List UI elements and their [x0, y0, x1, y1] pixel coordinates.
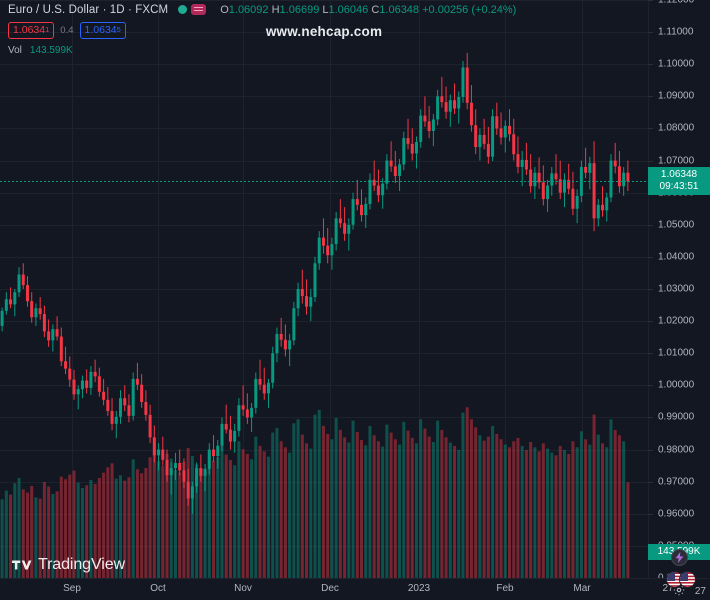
volume-value: 143.599K — [29, 44, 73, 56]
current-price-time: 09:43:51 — [659, 180, 699, 192]
price-axis-tick: 0.96000 — [658, 508, 695, 520]
volume-series — [0, 407, 630, 578]
chart-legend-header: Euro / U.S. Dollar · 1D · FXCM O1.06092 … — [8, 2, 516, 57]
price-axis-tick: 1.04000 — [658, 251, 695, 263]
price-axis-tickmark — [648, 257, 653, 258]
price-axis-tick: 1.02000 — [658, 315, 695, 327]
bid-value: 1.06341 — [13, 23, 50, 36]
price-axis-tick: 1.01000 — [658, 347, 695, 359]
price-axis-tick: 1.11000 — [658, 26, 694, 38]
price-axis-tickmark — [648, 417, 653, 418]
ask-badge[interactable]: 1.06345 — [79, 21, 126, 39]
us-flag-icon-base — [666, 571, 683, 588]
replay-badge-icon[interactable] — [191, 4, 207, 15]
time-axis-tick: Sep — [63, 583, 81, 594]
time-axis-tick: Dec — [321, 583, 339, 594]
price-axis-tickmark — [648, 225, 653, 226]
price-axis-tick: 1.12000 — [658, 0, 695, 6]
time-axis[interactable]: 27 Sep Oct Nov Dec 2023 Feb Mar 27 — [0, 578, 710, 600]
time-axis-corner-label: 27 — [694, 586, 706, 597]
price-axis-tickmark — [648, 321, 653, 322]
open-value: 1.06092 — [228, 3, 269, 16]
time-axis-tick: Feb — [496, 583, 514, 594]
chart-gridlines — [0, 0, 648, 578]
price-axis-tickmark — [648, 96, 653, 97]
spread-value: 0.4 — [60, 24, 74, 36]
price-axis-tickmark — [648, 32, 653, 33]
change-value: +0.00256 — [422, 3, 469, 16]
currency-flags[interactable] — [666, 571, 696, 588]
current-price-line — [0, 181, 648, 182]
price-axis-tick: 1.03000 — [658, 283, 695, 295]
low-label: L — [322, 3, 329, 16]
site-watermark: www.nehcap.com — [265, 24, 383, 39]
change-percent: (+0.24%) — [471, 3, 517, 16]
price-axis-tickmark — [648, 289, 653, 290]
current-price-badge: 1.06348 09:43:51 — [648, 167, 710, 196]
price-axis-tick: 1.05000 — [658, 219, 695, 231]
price-axis-tickmark — [648, 64, 653, 65]
volume-label: Vol — [8, 44, 22, 56]
price-axis-tick: 0.99000 — [658, 411, 695, 423]
lightning-bolt-glyph — [675, 552, 684, 563]
price-axis-tickmark — [648, 161, 653, 162]
tradingview-logo[interactable]: TradingView — [12, 556, 125, 574]
price-axis-tick: 1.08000 — [658, 122, 695, 134]
price-axis-tickmark — [648, 514, 653, 515]
price-axis[interactable]: 1.06348 09:43:51 143.599K 1.120001.11000… — [648, 0, 710, 584]
time-axis-tick: Mar — [573, 583, 591, 594]
time-axis-tick: Oct — [150, 583, 166, 594]
symbol-row: Euro / U.S. Dollar · 1D · FXCM O1.06092 … — [8, 2, 516, 17]
price-axis-tick: 1.09000 — [658, 90, 695, 102]
high-value: 1.06699 — [279, 3, 320, 16]
ohlc-values: O1.06092 H1.06699 L1.06046 C1.06348 +0.0… — [220, 4, 516, 16]
tradingview-mark-icon — [12, 560, 32, 570]
lightning-icon[interactable] — [671, 549, 688, 566]
price-axis-tickmark — [648, 385, 653, 386]
tradingview-logo-text: TradingView — [38, 556, 125, 573]
low-value: 1.06046 — [328, 3, 369, 16]
price-axis-tickmark — [648, 353, 653, 354]
price-axis-tick: 0.97000 — [658, 476, 695, 488]
chart-plot-area[interactable] — [0, 0, 648, 578]
close-label: C — [371, 3, 380, 16]
price-axis-tick: 1.00000 — [658, 379, 695, 391]
green-dot-icon — [178, 5, 188, 14]
price-axis-tick: 1.07000 — [658, 155, 695, 167]
price-axis-tickmark — [648, 128, 653, 129]
volume-row: Vol 143.599K — [8, 43, 516, 57]
current-price-value: 1.06348 — [660, 169, 698, 181]
price-axis-tickmark — [648, 0, 653, 1]
time-axis-tick: 2023 — [407, 583, 431, 594]
symbol-title[interactable]: Euro / U.S. Dollar · 1D · FXCM — [8, 3, 169, 16]
time-axis-tick: Nov — [234, 583, 252, 594]
price-axis-tickmark — [648, 482, 653, 483]
bid-badge[interactable]: 1.06341 — [8, 21, 55, 39]
close-value: 1.06348 — [379, 3, 420, 16]
time-axis-tick: 27 — [662, 583, 674, 594]
bid-ask-row: 1.06341 0.4 1.06345 — [8, 21, 516, 39]
high-label: H — [271, 3, 280, 16]
us-flag-icon-quote — [679, 571, 696, 588]
ask-value: 1.06345 — [84, 23, 121, 36]
candlestick-series — [0, 52, 630, 514]
price-axis-tick: 1.10000 — [658, 58, 695, 70]
price-axis-tick: 0.98000 — [658, 444, 695, 456]
price-axis-tickmark — [648, 450, 653, 451]
open-label: O — [220, 3, 229, 16]
